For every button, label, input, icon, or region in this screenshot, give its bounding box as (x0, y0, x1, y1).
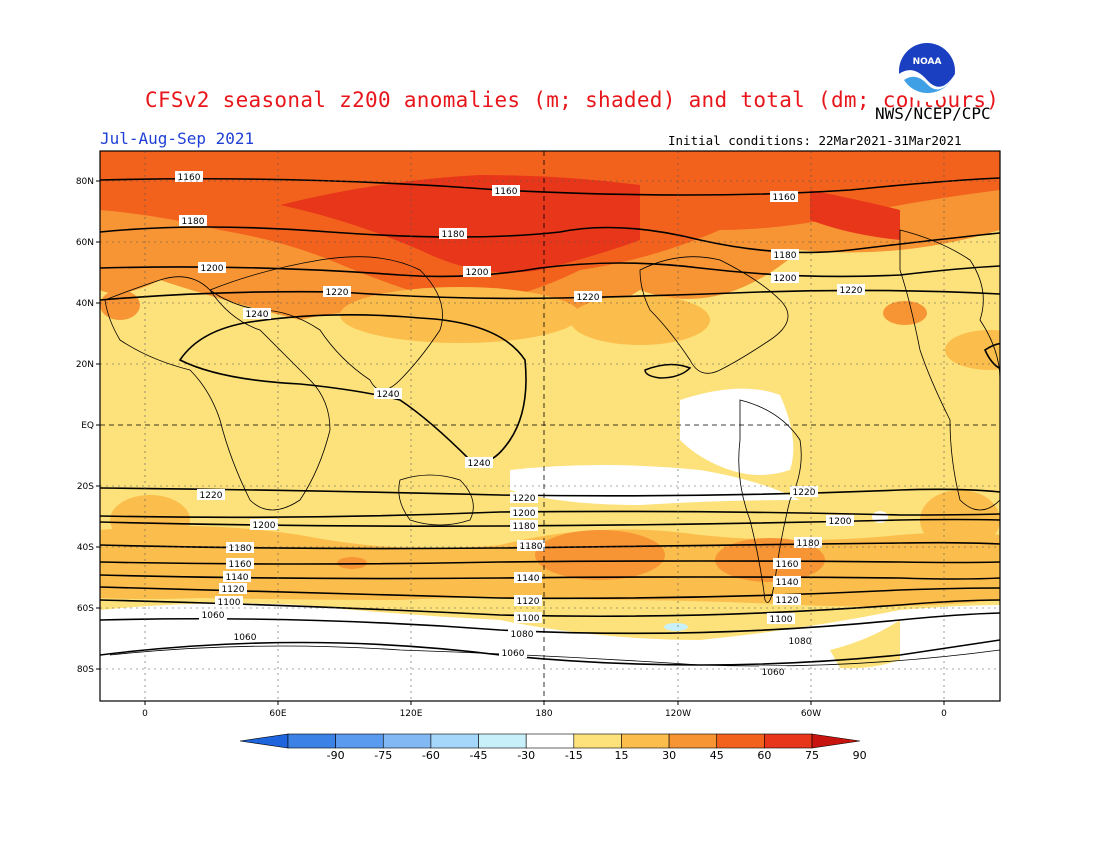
contour-label: 1220 (577, 293, 600, 303)
contour-label: 1180 (774, 251, 797, 261)
contour-label: 1100 (517, 614, 540, 624)
lat-label: 80S (77, 665, 94, 675)
colorbar-box (668, 733, 718, 749)
lon-label: 0 (941, 709, 947, 719)
contour-label: 1140 (517, 574, 540, 584)
contour-label: 1180 (520, 542, 543, 552)
contour-label: 1160 (773, 193, 796, 203)
contour-label: 1200 (513, 509, 536, 519)
contour-label: 1080 (511, 630, 534, 640)
contour-label: 1200 (201, 264, 224, 274)
contour-label: 1180 (797, 539, 820, 549)
colorbar-box (716, 733, 765, 749)
colorbar-label: 90 (853, 749, 867, 762)
lon-label: 180 (535, 709, 552, 719)
lon-label: 120W (665, 709, 691, 719)
contour-label: 1120 (776, 596, 799, 606)
colorbar-box (382, 733, 432, 749)
lat-label: 20S (77, 482, 94, 492)
coastlines (104, 229, 1000, 667)
colorbar-box (525, 733, 575, 749)
colorbar-label: 75 (805, 749, 819, 762)
latitude-labels: 80N 60N 40N 20N EQ 20S 40S 60S 80S (76, 177, 94, 675)
contour-label: 1220 (326, 288, 349, 298)
lat-label: 60S (77, 604, 94, 614)
height-contours (100, 177, 1000, 666)
contour-label: 1160 (178, 173, 201, 183)
contour-label: 1120 (517, 597, 540, 607)
lat-label: 40S (77, 543, 94, 553)
lat-label: 40N (76, 299, 94, 309)
contour-label: 1060 (762, 668, 785, 678)
contour-label: 1200 (466, 268, 489, 278)
lat-label: 80N (76, 177, 94, 187)
contour-label: 1200 (253, 521, 276, 531)
lat-label: EQ (81, 421, 94, 431)
axis-ticks (96, 180, 945, 705)
initial-conditions-label: Initial conditions: 22Mar2021-31Mar2021 (668, 133, 962, 148)
colorbar-box (430, 733, 479, 749)
colorbar-box (621, 733, 670, 749)
lon-label: 0 (142, 709, 148, 719)
graticule (100, 151, 1000, 701)
lon-label: 60W (801, 709, 821, 719)
map-frame (99, 150, 1001, 702)
map-title: CFSv2 seasonal z200 anomalies (m; shaded… (145, 88, 1000, 112)
logo-text: NOAA (913, 57, 942, 67)
colorbar-box (764, 733, 813, 749)
colorbar-label: -30 (517, 749, 535, 762)
contour-label: 1220 (793, 488, 816, 498)
contour-label: 1180 (182, 217, 205, 227)
contour-label: 1100 (770, 615, 793, 625)
colorbar-label: -15 (565, 749, 583, 762)
colorbar-label: -90 (327, 749, 345, 762)
lon-label: 60E (269, 709, 286, 719)
colorbar-label: 60 (757, 749, 771, 762)
contour-label: 1240 (377, 390, 400, 400)
contour-label: 1060 (202, 611, 225, 621)
contour-label: 1160 (495, 187, 518, 197)
contour-label: 1180 (442, 230, 465, 240)
colorbar-label: -75 (374, 749, 392, 762)
contour-label: 1120 (222, 585, 245, 595)
contour-label: 1160 (229, 560, 252, 570)
contour-label: 1200 (829, 517, 852, 527)
contour-label: 1220 (840, 286, 863, 296)
colorbar-max-arrow (811, 733, 861, 749)
lat-label: 60N (76, 238, 94, 248)
colorbar-box (573, 733, 622, 749)
colorbar-label: -45 (470, 749, 488, 762)
contour-labels: 1160 1160 1160 1180 1180 1180 1200 1200 … (175, 171, 865, 678)
contour-label: 1220 (200, 491, 223, 501)
colorbar-box (478, 733, 527, 749)
contour-label: 1060 (502, 649, 525, 659)
season-label: Jul-Aug-Sep 2021 (100, 129, 255, 148)
contour-label: 1060 (234, 633, 257, 643)
contour-label: 1100 (218, 598, 241, 608)
colorbar-label: -60 (422, 749, 440, 762)
contour-label: 1140 (226, 573, 249, 583)
colorbar-box (287, 733, 336, 749)
contour-label: 1180 (229, 544, 252, 554)
contour-label: 1220 (513, 494, 536, 504)
contour-label: 1240 (246, 310, 269, 320)
colorbar-label: 30 (662, 749, 676, 762)
agency-label: NWS/NCEP/CPC (875, 104, 991, 123)
contour-label: 1140 (776, 578, 799, 588)
contour-label: 1160 (776, 560, 799, 570)
contour-label: 1080 (789, 637, 812, 647)
colorbar-box (335, 733, 384, 749)
colorbar: -90 -75 -60 -45 -30 -15 15 30 45 60 75 90 (239, 733, 867, 762)
contour-label: 1240 (468, 459, 491, 469)
colorbar-label: 45 (710, 749, 724, 762)
contour-label: 1180 (513, 522, 536, 532)
colorbar-label: 15 (614, 749, 628, 762)
colorbar-min-arrow (239, 733, 289, 749)
lon-label: 120E (400, 709, 423, 719)
contour-label: 1200 (774, 274, 797, 284)
longitude-labels: 0 60E 120E 180 120W 60W 0 (142, 709, 947, 719)
lat-label: 20N (76, 360, 94, 370)
noaa-logo: NOAA (897, 41, 957, 102)
